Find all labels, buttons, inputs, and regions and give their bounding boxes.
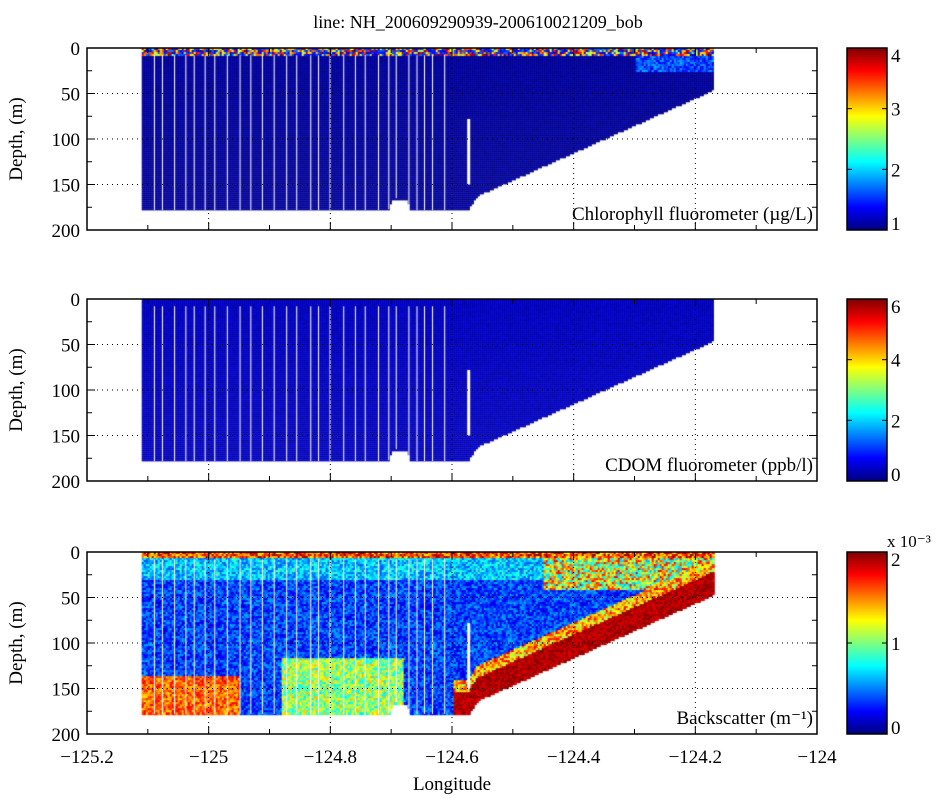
- panel-2: 0 50 100 150 200 Depth, (m) CDOM fluorometer (…: [6, 290, 901, 493]
- y-axis-label: Depth, (m): [6, 348, 27, 431]
- colorbar-tick-label: 0: [891, 465, 901, 486]
- y-tick-label: 150: [52, 427, 81, 448]
- y-axis-label: Depth, (m): [6, 601, 27, 684]
- y-tick-label: 50: [61, 589, 80, 610]
- colorbar-tick-label: 1: [891, 634, 901, 655]
- y-tick-label: 100: [52, 634, 81, 655]
- panel-1: 0 50 100 150 200 Depth, (m) Chlorophyll fluoro…: [6, 39, 901, 242]
- x-tick-label: −124.8: [304, 747, 357, 768]
- y-tick-label: 100: [52, 130, 81, 151]
- y-tick-label: 150: [52, 680, 81, 701]
- x-tick-label: −124.4: [547, 747, 601, 768]
- colorbar-tick-label: 0: [891, 718, 901, 739]
- x-tick-label: −125.2: [60, 747, 113, 768]
- colorbar: [846, 551, 888, 735]
- y-tick-label: 200: [52, 472, 81, 493]
- colorbar: [846, 298, 888, 482]
- colorbar-exponent: x 10⁻³: [887, 532, 931, 551]
- colorbar-tick-label: 2: [891, 411, 901, 432]
- y-axis-label: Depth, (m): [6, 97, 27, 180]
- colorbar-tick-label: 2: [891, 160, 901, 181]
- y-tick-label: 50: [61, 336, 80, 357]
- chart-title: line: NH_200609290939-200610021209_bob: [313, 12, 642, 32]
- colorbar-tick-label: 2: [891, 550, 901, 571]
- x-tick-label: −124: [797, 747, 837, 768]
- y-tick-label: 150: [52, 176, 81, 197]
- colorbar-tick-label: 1: [891, 214, 901, 235]
- y-tick-label: 0: [71, 290, 81, 311]
- panel-label: Chlorophyll fluorometer (µg/L): [572, 204, 813, 225]
- colorbar: [846, 47, 888, 231]
- colorbar-tick-label: 4: [891, 46, 901, 67]
- panel-3: 0 50 100 150 200 Depth, (m) Backscatter (m⁻¹) 0…: [6, 532, 931, 746]
- x-tick-label: −125: [189, 747, 228, 768]
- y-tick-label: 100: [52, 381, 81, 402]
- panel-label: Backscatter (m⁻¹): [676, 708, 813, 729]
- y-tick-label: 200: [52, 725, 81, 746]
- y-tick-label: 0: [71, 543, 81, 564]
- x-tick-label: −124.2: [669, 747, 722, 768]
- colorbar-tick-label: 6: [891, 297, 901, 318]
- x-axis-label: Longitude: [413, 774, 491, 795]
- colorbar-tick-label: 4: [891, 351, 901, 372]
- x-tick-label: −124.6: [425, 747, 478, 768]
- y-tick-label: 0: [71, 39, 81, 60]
- colorbar-tick-label: 3: [891, 100, 901, 121]
- y-tick-label: 200: [52, 221, 81, 242]
- y-tick-label: 50: [61, 85, 80, 106]
- panel-label: CDOM fluorometer (ppb/l): [605, 455, 813, 476]
